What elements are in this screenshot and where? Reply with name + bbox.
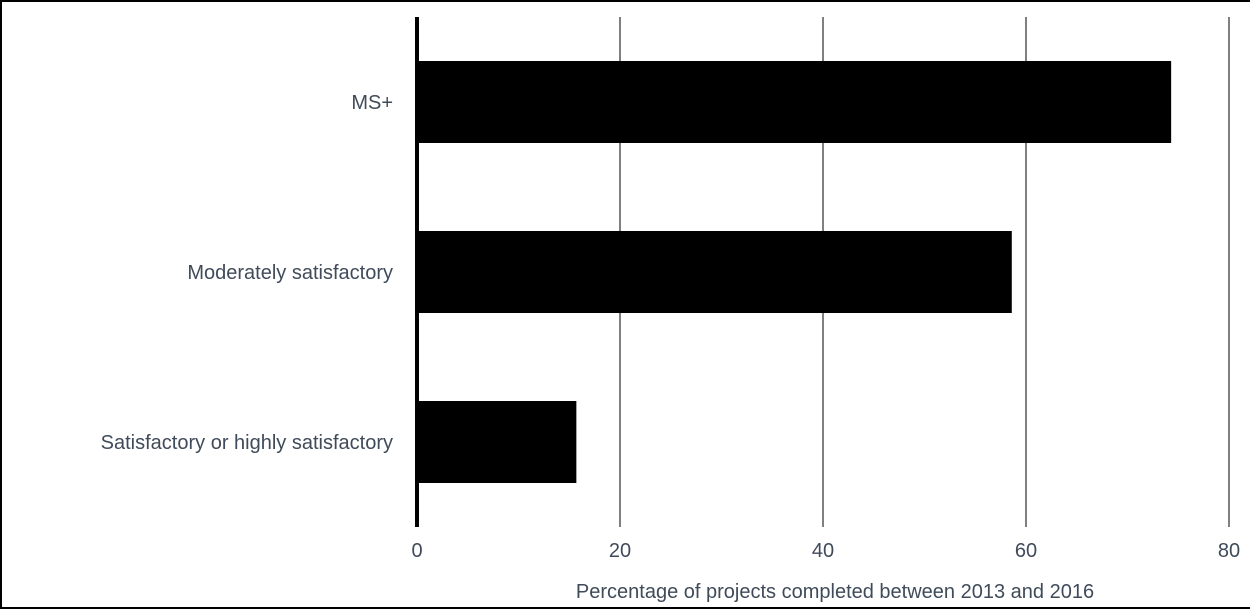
category-label-2: Satisfactory or highly satisfactory xyxy=(101,432,393,454)
category-label-0: MS+ xyxy=(351,92,393,114)
bars xyxy=(417,61,1172,483)
category-label-1: Moderately satisfactory xyxy=(187,262,393,284)
x-tick-label-40: 40 xyxy=(812,540,834,562)
bar-2 xyxy=(417,401,577,483)
x-tick-label-60: 60 xyxy=(1015,540,1037,562)
x-tick-labels: 0 20 40 60 80 xyxy=(411,540,1240,562)
category-labels: MS+ Moderately satisfactory Satisfactory o… xyxy=(101,92,393,454)
x-axis-title: Percentage of projects completed between… xyxy=(576,581,1094,603)
x-tick-label-20: 20 xyxy=(609,540,631,562)
bar-1 xyxy=(417,231,1012,313)
x-tick-label-0: 0 xyxy=(411,540,422,562)
bar-0 xyxy=(417,61,1172,143)
x-tick-label-80: 80 xyxy=(1218,540,1240,562)
